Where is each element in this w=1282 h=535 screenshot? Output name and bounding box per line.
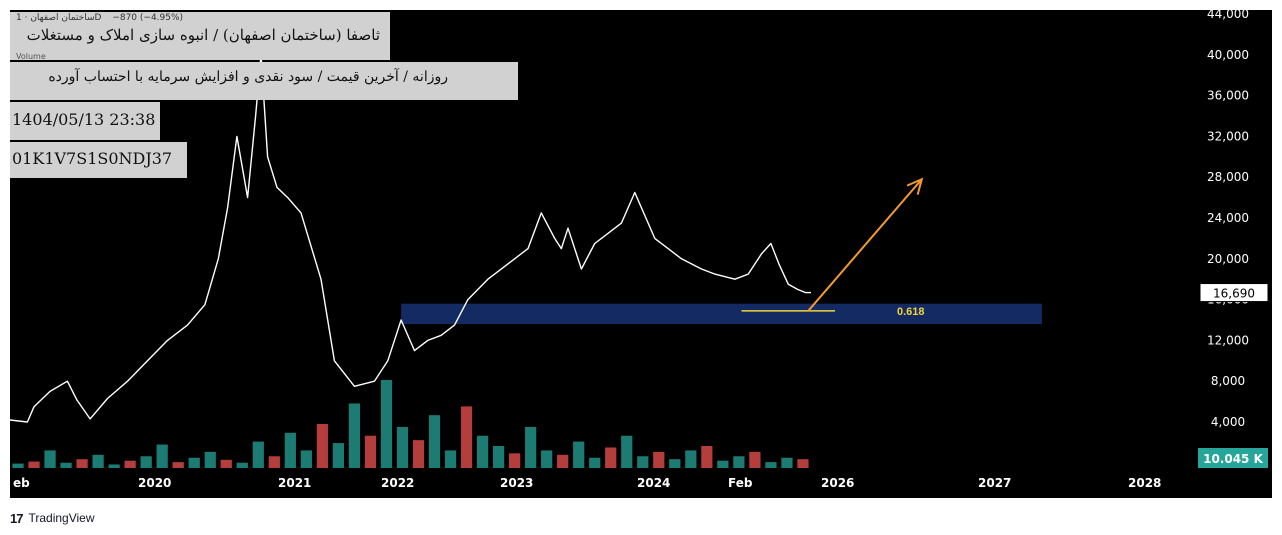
y-tick-label: 4,000 — [1211, 415, 1245, 429]
volume-bar — [124, 460, 136, 468]
x-tick-label: Feb — [728, 476, 753, 490]
footer-brand: TradingView — [28, 511, 95, 525]
volume-bar — [268, 456, 280, 468]
arrow-head-icon — [906, 177, 924, 195]
volume-bar — [172, 462, 184, 468]
volume-bar — [733, 456, 745, 468]
volume-bar — [573, 441, 585, 468]
legend-line: ساختمان اصفهان · 1D −870 (−4.95%) — [16, 13, 183, 23]
volume-bar — [236, 462, 248, 468]
volume-bar — [220, 459, 232, 468]
footer[interactable]: 17 TradingView — [10, 510, 95, 526]
volume-bar — [492, 446, 505, 468]
volume-bar — [701, 446, 713, 468]
chart-svg[interactable]: 0.6184,0008,00012,00016,00020,00024,0002… — [10, 10, 1272, 498]
x-tick-label: 2020 — [138, 476, 171, 490]
overlay-title: ثاصفا (ساختمان اصفهان) / انبوه سازی املا… — [26, 26, 380, 44]
x-tick-label: 2028 — [1128, 476, 1161, 490]
volume-bar — [476, 435, 489, 468]
x-tick-label: 2024 — [637, 476, 670, 490]
y-tick-label: 8,000 — [1211, 374, 1245, 388]
volume-bar — [428, 415, 441, 468]
legend-symbol: ساختمان اصفهان · 1D — [16, 13, 102, 23]
volume-bar — [44, 450, 56, 468]
volume-bar — [332, 443, 345, 468]
volume-bar — [557, 454, 569, 468]
volume-bar — [509, 453, 521, 468]
volume-bar — [685, 450, 697, 468]
x-tick-label: 2022 — [381, 476, 414, 490]
overlay-code: 01K1V7S1S0NDJ37 — [12, 149, 173, 168]
volume-bar — [60, 462, 72, 468]
y-tick-label: 36,000 — [1207, 89, 1249, 103]
volume-bar — [316, 424, 328, 468]
symbol-title-box: ساختمان اصفهان · 1D −870 (−4.95%) Volume… — [10, 12, 390, 61]
x-tick-label: 2027 — [978, 476, 1011, 490]
y-tick-label: 32,000 — [1207, 129, 1249, 143]
volume-bar — [781, 457, 793, 468]
volume-badge — [1198, 448, 1268, 468]
y-tick-label: 44,000 — [1207, 10, 1249, 21]
volume-bar — [28, 461, 40, 468]
fib-label: 0.618 — [897, 306, 925, 318]
volume-bar — [140, 456, 152, 468]
volume-bar — [156, 444, 168, 468]
price-badge — [1199, 283, 1269, 303]
projection-arrow — [807, 178, 923, 312]
volume-bar — [348, 403, 361, 468]
volume-bar — [589, 457, 601, 468]
volume-bar — [396, 426, 409, 468]
volume-bar — [444, 450, 457, 468]
volume-bar — [653, 451, 665, 468]
price-line — [10, 54, 811, 423]
x-tick-label: 2026 — [821, 476, 854, 490]
overlay-datetime: 1404/05/13 23:38 — [12, 110, 156, 129]
volume-bar — [669, 459, 681, 468]
volume-bar — [412, 440, 425, 468]
volume-bar — [717, 460, 729, 468]
y-tick-label: 20,000 — [1207, 252, 1249, 266]
volume-bar — [460, 406, 473, 468]
volume-bar — [364, 435, 377, 468]
y-tick-label: 40,000 — [1207, 48, 1249, 62]
volume-bar — [92, 454, 104, 468]
volume-bar — [12, 463, 24, 468]
volume-bar — [525, 426, 537, 468]
volume-bar — [765, 462, 777, 468]
volume-bar — [605, 447, 617, 468]
volume-bar — [188, 457, 200, 468]
volume-bar — [284, 432, 296, 468]
volume-badge-label: 10.045 K — [1203, 452, 1263, 466]
volume-bar — [797, 459, 809, 468]
overlay-subtitle: روزانه / آخرین قیمت / سود نقدی و افزایش … — [48, 69, 448, 85]
x-tick-label: eb — [13, 476, 30, 490]
tradingview-logo-icon: 17 — [10, 510, 24, 526]
volume-bar — [204, 451, 216, 468]
x-tick-label: 2023 — [500, 476, 533, 490]
volume-bar — [637, 456, 649, 468]
y-tick-label: 28,000 — [1207, 170, 1249, 184]
volume-bar — [541, 450, 553, 468]
volume-bar — [380, 380, 393, 468]
support-zone — [401, 303, 1042, 325]
volume-bar — [76, 459, 88, 468]
x-tick-label: 2021 — [278, 476, 311, 490]
legend-change: −870 (−4.95%) — [112, 13, 184, 23]
volume-bar — [108, 464, 120, 468]
volume-bar — [749, 451, 761, 468]
y-tick-label: 12,000 — [1207, 333, 1249, 347]
y-tick-label: 24,000 — [1207, 211, 1249, 225]
volume-bar — [300, 450, 312, 468]
subtitle-box: روزانه / آخرین قیمت / سود نقدی و افزایش … — [10, 62, 518, 100]
datetime-box: 1404/05/13 23:38 — [10, 102, 160, 140]
volume-bar — [252, 441, 264, 468]
code-box: 01K1V7S1S0NDJ37 — [10, 142, 187, 178]
legend-volume: Volume — [16, 52, 46, 61]
volume-bar — [621, 435, 633, 468]
price-badge-label: 16,690 — [1213, 287, 1255, 301]
